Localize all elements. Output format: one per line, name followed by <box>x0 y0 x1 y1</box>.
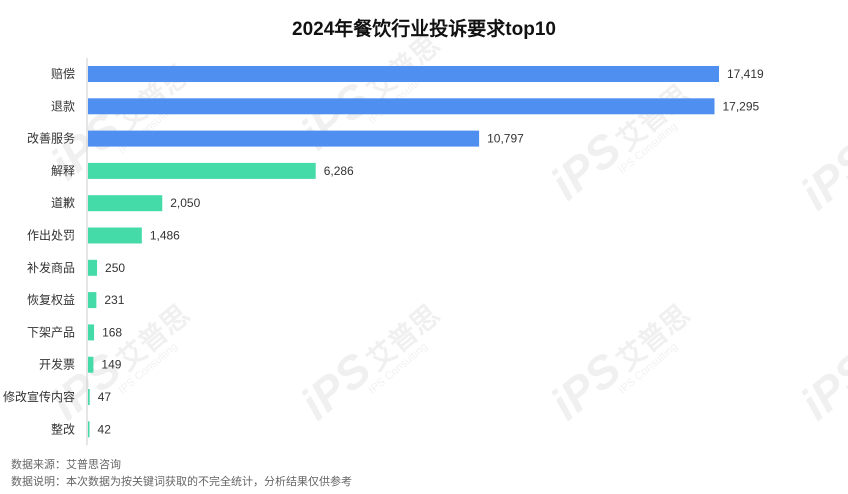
value-label: 42 <box>98 422 112 436</box>
category-label: 解释 <box>51 164 75 178</box>
bar <box>88 292 97 309</box>
category-label: 开发票 <box>39 357 75 372</box>
category-label: 修改宣传内容 <box>3 389 75 404</box>
value-label: 17,419 <box>727 67 764 81</box>
value-label: 149 <box>101 358 121 372</box>
bar <box>88 259 98 276</box>
category-label: 整改 <box>51 421 75 436</box>
bar <box>88 324 95 341</box>
source-footnote: 数据来源：艾普思咨询 <box>11 459 121 471</box>
value-label: 2,050 <box>170 196 200 210</box>
bar <box>88 227 142 244</box>
chart-title: 2024年餐饮行业投诉要求top10 <box>292 19 556 40</box>
value-label: 47 <box>98 390 112 404</box>
category-label: 作出处罚 <box>27 229 75 243</box>
value-label: 250 <box>105 261 125 275</box>
bar <box>88 130 480 147</box>
category-label: 退款 <box>51 99 75 113</box>
bar <box>88 66 719 82</box>
bar <box>88 389 90 405</box>
bar <box>88 356 94 373</box>
value-label: 1,486 <box>150 229 180 243</box>
value-label: 10,797 <box>487 132 524 146</box>
bar <box>88 98 715 115</box>
data-note-footnote: 数据说明：本次数据为按关键词获取的不完全统计，分析结果仅供参考 <box>11 476 352 488</box>
category-label: 恢复权益 <box>27 293 75 307</box>
category-label: 补发商品 <box>27 260 75 275</box>
bar <box>88 162 316 179</box>
category-label: 赔偿 <box>51 66 75 81</box>
category-label: 下架产品 <box>27 325 75 339</box>
value-label: 17,295 <box>723 99 760 113</box>
bars-group: 赔偿 17,419 退款 17,295 改善服务 10,797 解释 6,286 道歉 2,050… <box>3 66 764 438</box>
bar <box>88 195 163 212</box>
category-label: 道歉 <box>51 196 75 210</box>
category-label: 改善服务 <box>27 131 75 146</box>
value-label: 168 <box>102 325 122 339</box>
value-label: 6,286 <box>324 164 354 178</box>
value-label: 231 <box>104 293 124 307</box>
bar <box>88 421 90 438</box>
